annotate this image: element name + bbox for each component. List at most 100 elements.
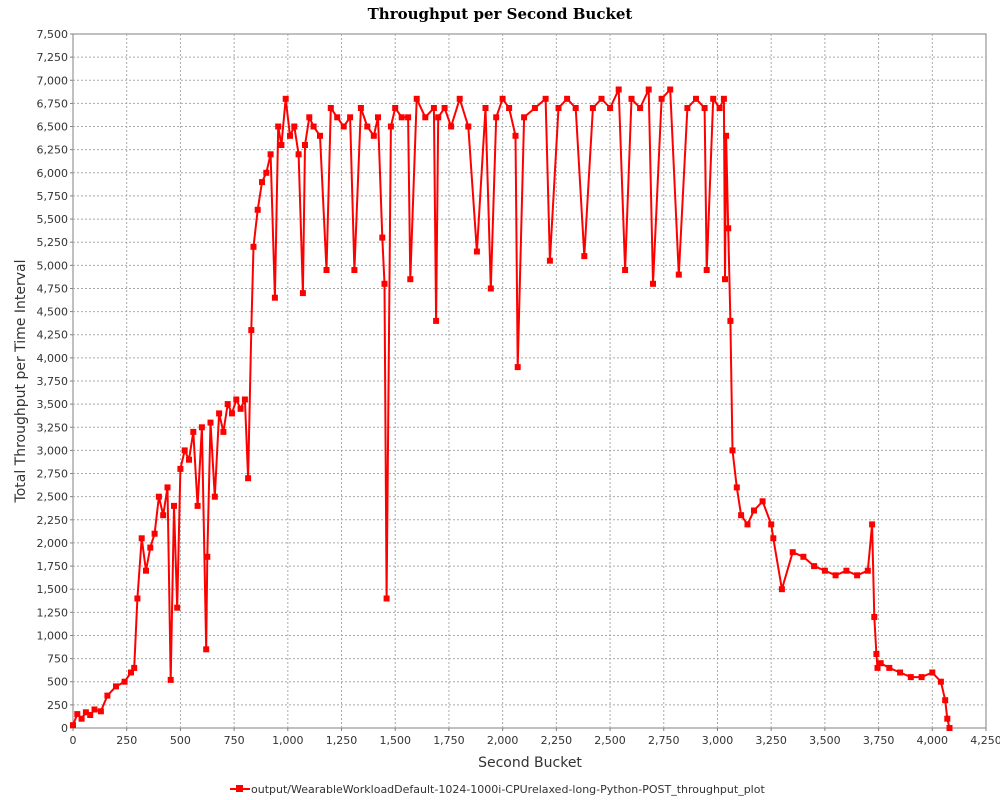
y-tick-label: 750 bbox=[47, 653, 68, 666]
data-point bbox=[91, 706, 98, 713]
data-point bbox=[323, 267, 330, 273]
data-point bbox=[448, 123, 455, 130]
data-point bbox=[430, 105, 437, 111]
data-point bbox=[751, 507, 757, 514]
data-point bbox=[334, 114, 341, 121]
data-point bbox=[375, 114, 381, 121]
data-point bbox=[248, 327, 255, 334]
series-layer bbox=[70, 86, 953, 731]
x-tick-label: 0 bbox=[70, 734, 77, 747]
x-tick-label: 1,000 bbox=[272, 734, 304, 747]
data-point bbox=[725, 225, 732, 232]
x-tick-label: 2,000 bbox=[487, 734, 519, 747]
data-point bbox=[684, 105, 691, 111]
data-point bbox=[744, 521, 751, 528]
x-axis: 0 250 500 750 1,000 1,250 1,500 1,750 2,000 2,250… bbox=[70, 728, 1000, 747]
data-point bbox=[134, 595, 141, 602]
data-point bbox=[104, 692, 111, 699]
data-point bbox=[364, 123, 371, 130]
data-point bbox=[572, 105, 579, 111]
data-point bbox=[487, 285, 494, 292]
data-point bbox=[70, 722, 76, 729]
data-point bbox=[897, 669, 904, 676]
data-point bbox=[886, 664, 893, 671]
data-point bbox=[871, 614, 878, 620]
y-tick-label: 4,500 bbox=[37, 306, 69, 319]
y-tick-label: 2,250 bbox=[37, 514, 69, 527]
data-point bbox=[514, 364, 521, 371]
data-point bbox=[78, 715, 85, 722]
data-point bbox=[167, 676, 174, 683]
data-point bbox=[701, 105, 708, 111]
data-point bbox=[198, 424, 205, 431]
data-point bbox=[263, 169, 270, 176]
data-point bbox=[233, 396, 240, 403]
data-point bbox=[869, 521, 876, 528]
data-point bbox=[74, 711, 81, 718]
data-point bbox=[155, 493, 162, 500]
data-point bbox=[564, 95, 571, 102]
data-point bbox=[821, 567, 828, 574]
data-point bbox=[546, 257, 553, 264]
y-tick-label: 5,750 bbox=[37, 190, 69, 203]
data-point bbox=[379, 234, 386, 241]
y-tick-label: 5,000 bbox=[37, 259, 69, 272]
data-point bbox=[347, 114, 354, 121]
y-axis: 0 250 500 750 1,000 1,250 1,500 1,750 2,000 2,250… bbox=[37, 28, 73, 735]
y-tick-label: 2,000 bbox=[37, 537, 69, 550]
data-point bbox=[413, 95, 420, 102]
y-tick-label: 1,500 bbox=[37, 583, 69, 596]
data-point bbox=[598, 95, 605, 102]
x-tick-label: 1,250 bbox=[326, 734, 358, 747]
data-point bbox=[628, 95, 635, 102]
data-point bbox=[864, 567, 871, 574]
data-point bbox=[237, 405, 244, 412]
data-point bbox=[143, 567, 149, 574]
x-axis-label: Second Bucket bbox=[478, 755, 582, 771]
data-point bbox=[473, 248, 480, 255]
data-point bbox=[581, 253, 588, 260]
data-point bbox=[811, 563, 818, 570]
data-point bbox=[317, 132, 323, 139]
data-point bbox=[203, 646, 210, 653]
data-point bbox=[729, 447, 736, 454]
legend: output/WearableWorkloadDefault-1024-1000… bbox=[230, 783, 765, 796]
data-point bbox=[703, 267, 710, 273]
data-point bbox=[259, 179, 265, 186]
y-tick-label: 2,500 bbox=[37, 491, 69, 504]
y-tick-label: 1,000 bbox=[37, 629, 69, 642]
data-point bbox=[211, 493, 218, 500]
chart-title: Throughput per Second Bucket bbox=[368, 5, 633, 23]
data-point bbox=[422, 114, 429, 121]
data-point bbox=[174, 604, 181, 611]
legend-label: output/WearableWorkloadDefault-1024-1000… bbox=[251, 783, 765, 796]
data-point bbox=[493, 114, 500, 121]
data-point bbox=[121, 678, 128, 685]
data-point bbox=[723, 132, 730, 139]
legend-marker bbox=[236, 785, 243, 792]
data-point bbox=[207, 419, 214, 426]
data-point bbox=[310, 123, 317, 130]
data-point bbox=[854, 572, 861, 579]
data-point bbox=[650, 280, 656, 287]
y-tick-label: 5,500 bbox=[37, 213, 69, 226]
data-point bbox=[615, 86, 622, 93]
data-point bbox=[138, 535, 145, 542]
data-point bbox=[302, 142, 308, 148]
data-point bbox=[733, 484, 740, 491]
x-tick-label: 1,750 bbox=[433, 734, 465, 747]
data-point bbox=[282, 95, 289, 102]
data-point bbox=[512, 132, 519, 139]
data-point bbox=[937, 678, 944, 685]
y-tick-label: 6,500 bbox=[37, 121, 69, 134]
data-point bbox=[306, 114, 313, 121]
data-point bbox=[131, 664, 138, 671]
data-point bbox=[542, 95, 549, 102]
data-point bbox=[190, 428, 197, 435]
data-point bbox=[287, 132, 293, 139]
data-point bbox=[295, 151, 302, 158]
data-point bbox=[82, 709, 89, 716]
data-point bbox=[499, 95, 506, 102]
data-point bbox=[874, 664, 881, 671]
y-tick-label: 3,000 bbox=[37, 444, 69, 457]
